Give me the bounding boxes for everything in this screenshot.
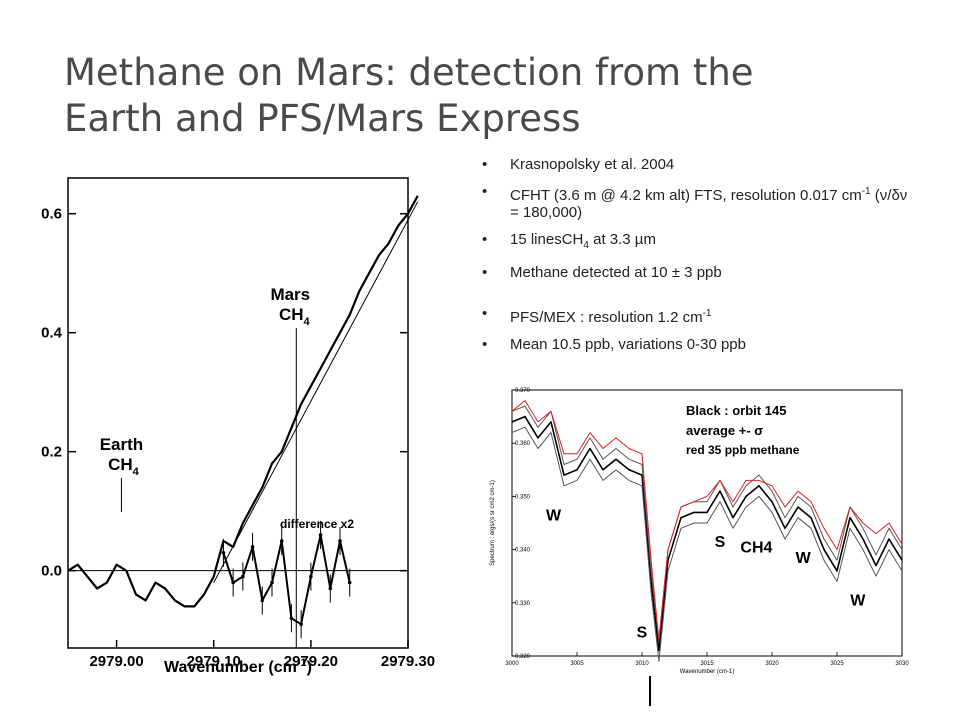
series-line-lower bbox=[511, 426, 903, 662]
title-line-2: Earth and PFS/Mars Express bbox=[64, 97, 581, 140]
band-label: CH4 bbox=[740, 539, 772, 556]
title-line-1: Methane on Mars: detection from the bbox=[64, 51, 754, 94]
data-point bbox=[289, 616, 294, 621]
bullet-superscript: -1 bbox=[702, 308, 712, 319]
bullet-text: Mean 10.5 ppb, variations 0-30 ppb bbox=[510, 336, 746, 353]
data-point bbox=[338, 539, 342, 543]
x-tick-label: 2979.20 bbox=[284, 653, 338, 670]
data-point bbox=[250, 545, 255, 549]
bullet-text: CFHT (3.6 m @ 4.2 km alt) FTS, resolutio… bbox=[510, 187, 862, 204]
x-tick-label: 3010 bbox=[635, 661, 649, 667]
bullet-item: 15 linesCH4 at 3.3 µm bbox=[478, 231, 908, 254]
band-label: S bbox=[715, 534, 726, 551]
bullet-item: Krasnopolsky et al. 2004 bbox=[478, 156, 908, 173]
data-point bbox=[260, 598, 265, 603]
x-tick-label: 2979.10 bbox=[187, 653, 241, 670]
pfs-spectrum-chart: 3000 3005 3010 3015 3020 3025 3030 0.320 0.330 0.… bbox=[490, 388, 909, 675]
bullet-superscript: -1 bbox=[861, 186, 871, 197]
x-axis-label: Wavenumber (cm-1) bbox=[164, 657, 312, 676]
y-tick-label: 0.340 bbox=[515, 548, 531, 554]
x-axis-label: Wavenumber (cm-1) bbox=[680, 669, 734, 675]
plot-frame bbox=[67, 177, 409, 649]
band-label: S bbox=[637, 624, 648, 641]
x-tick-label: 3015 bbox=[700, 661, 714, 667]
data-point bbox=[221, 551, 226, 555]
x-tick-label: 3020 bbox=[765, 661, 779, 667]
bullet-text: at 3.3 µm bbox=[588, 231, 656, 248]
x-tick-label: 2979.30 bbox=[381, 653, 435, 670]
series-line-difference-x2 bbox=[222, 534, 351, 626]
data-point bbox=[299, 622, 303, 627]
series-line-red-35-ppb-methane bbox=[511, 400, 903, 641]
bullet-text: 15 linesCH bbox=[510, 231, 584, 248]
bullet-item: PFS/MEX : resolution 1.2 cm-1 bbox=[478, 305, 908, 326]
series-line-spectrum bbox=[67, 195, 419, 608]
x-tick-label: 3000 bbox=[505, 661, 519, 667]
x-tick-label: 2979.00 bbox=[89, 653, 143, 670]
y-tick-label: 0.0 bbox=[41, 563, 62, 580]
slide-title: Methane on Mars: detection from the Eart… bbox=[64, 50, 924, 142]
vertical-marker bbox=[649, 676, 651, 706]
y-axis-label: Spectrum : ergs/(s sr cm2 cm-1) bbox=[490, 480, 496, 566]
x-tick-label: 3030 bbox=[895, 661, 909, 667]
bullet-item: CFHT (3.6 m @ 4.2 km alt) FTS, resolutio… bbox=[478, 183, 908, 221]
data-point bbox=[279, 539, 284, 543]
series-line-upper bbox=[511, 405, 903, 641]
mars-ch4-label: CH4 bbox=[279, 305, 311, 328]
legend-line-3: red 35 ppb methane bbox=[686, 443, 800, 457]
bullet-item: Mean 10.5 ppb, variations 0-30 ppb bbox=[478, 336, 908, 353]
y-tick-label: 0.360 bbox=[515, 441, 531, 447]
legend-line-2: average +- σ bbox=[686, 423, 763, 438]
bullet-text: Krasnopolsky et al. 2004 bbox=[510, 156, 675, 173]
bullet-item: Methane detected at 10 ± 3 ppb bbox=[478, 264, 908, 281]
mars-label: Mars bbox=[270, 285, 310, 304]
bullet-text: (ν/δν = 180,000) bbox=[510, 187, 908, 221]
data-point bbox=[241, 574, 245, 579]
difference-label: difference x2 bbox=[280, 517, 354, 531]
band-label: W bbox=[796, 550, 812, 567]
data-point bbox=[231, 580, 235, 585]
y-tick-label: 0.2 bbox=[41, 444, 62, 461]
data-point bbox=[328, 586, 333, 591]
y-tick-label: 0.6 bbox=[41, 206, 62, 223]
data-point bbox=[270, 580, 274, 585]
bullet-text: Methane detected at 10 ± 3 ppb bbox=[510, 264, 722, 281]
earth-ch4-label: CH4 bbox=[108, 455, 140, 478]
y-tick-label: 0.330 bbox=[515, 601, 531, 607]
earth-label: Earth bbox=[100, 435, 143, 454]
band-label: W bbox=[546, 507, 562, 524]
y-tick-label: 0.320 bbox=[515, 654, 531, 660]
data-point bbox=[309, 574, 313, 579]
x-tick-label: 3025 bbox=[830, 661, 844, 667]
y-tick-label: 0.370 bbox=[515, 388, 531, 394]
legend-line-1: Black : orbit 145 bbox=[686, 403, 786, 418]
data-point bbox=[318, 533, 323, 537]
earth-spectrum-chart: 2979.00 2979.10 2979.20 2979.30 0.0 0.2 0.4 0.6… bbox=[41, 177, 435, 676]
bullet-list: Krasnopolsky et al. 2004 CFHT (3.6 m @ 4… bbox=[478, 156, 908, 363]
series-line-fit bbox=[213, 201, 419, 583]
bullet-subscript: 4 bbox=[583, 240, 589, 251]
band-label: W bbox=[850, 592, 866, 609]
data-point bbox=[347, 580, 352, 585]
y-tick-label: 0.4 bbox=[41, 325, 63, 342]
bullet-text: PFS/MEX : resolution 1.2 cm bbox=[510, 309, 703, 326]
y-tick-label: 0.350 bbox=[515, 494, 531, 500]
series-line-average bbox=[511, 415, 903, 652]
x-tick-label: 3005 bbox=[570, 661, 584, 667]
